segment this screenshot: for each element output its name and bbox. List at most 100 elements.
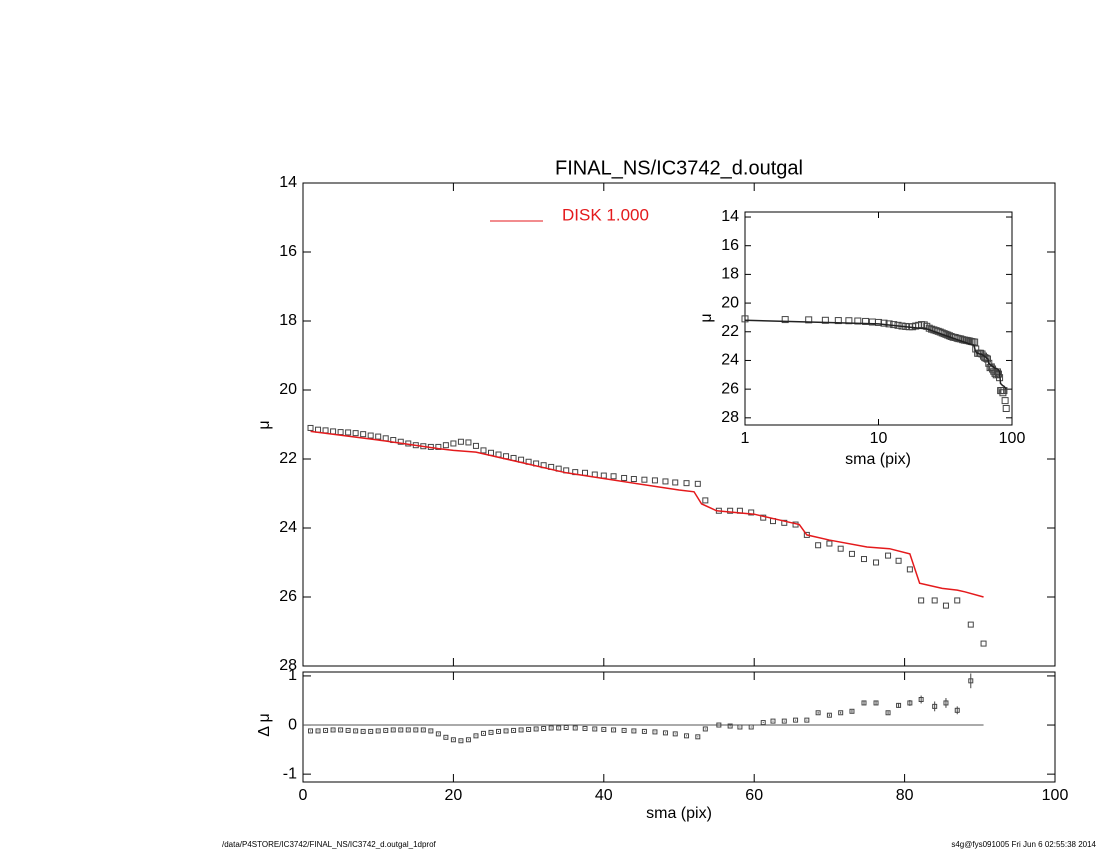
data-point: [672, 731, 678, 737]
data-point: [435, 731, 441, 737]
x-tick-label: 80: [896, 787, 914, 804]
y-tick-label: 24: [721, 352, 739, 369]
data-point: [1001, 397, 1009, 405]
data-point: [880, 319, 888, 327]
data-point: [885, 320, 893, 328]
y-tick-label: 20: [279, 381, 297, 398]
data-point: [683, 480, 690, 487]
data-point: [849, 708, 855, 714]
data-point: [907, 700, 913, 706]
data-point: [793, 717, 799, 723]
data-point: [885, 552, 892, 559]
data-point: [465, 737, 471, 743]
plot-frame: [302, 182, 1056, 667]
data-point: [662, 478, 669, 485]
x-tick-label: 100: [1042, 787, 1069, 804]
data-point: [983, 355, 991, 363]
data-point: [367, 432, 374, 439]
data-point: [592, 726, 598, 732]
data-point: [480, 447, 487, 454]
data-point: [821, 316, 829, 324]
y-tick-label: 14: [721, 208, 739, 225]
data-point: [621, 727, 627, 733]
data-point: [862, 317, 870, 325]
y-axis-label: μ: [256, 420, 273, 429]
data-point: [727, 723, 733, 729]
data-point: [315, 728, 321, 734]
x-tick-label: 1: [741, 430, 750, 447]
data-point: [967, 621, 974, 628]
data-point: [932, 703, 938, 709]
x-axis-label: sma (pix): [845, 451, 911, 468]
data-point: [345, 429, 352, 436]
model-line: [744, 319, 1007, 390]
data-point: [861, 700, 867, 706]
y-tick-label: -1: [283, 765, 297, 782]
data-point: [375, 728, 381, 734]
data-point: [526, 726, 532, 732]
data-point: [450, 737, 456, 743]
data-point: [621, 474, 628, 481]
data-point: [942, 602, 949, 609]
data-point: [895, 557, 902, 564]
data-point: [641, 476, 648, 483]
data-point: [815, 710, 821, 716]
data-point: [496, 728, 502, 734]
data-point: [781, 316, 789, 324]
x-tick-label: 20: [445, 787, 463, 804]
data-point: [834, 317, 842, 325]
data-point: [548, 725, 554, 731]
y-tick-label: 0: [288, 716, 297, 733]
y-tick-label: 22: [721, 323, 739, 340]
data-point: [826, 712, 832, 718]
data-point: [760, 514, 767, 521]
data-point: [727, 507, 734, 514]
data-point: [695, 734, 701, 740]
y-tick-label: 28: [279, 657, 297, 674]
y-tick-label: 24: [279, 519, 297, 536]
data-point: [760, 720, 766, 726]
y-tick-label: 16: [279, 243, 297, 260]
data-point: [1000, 387, 1008, 395]
data-point: [931, 597, 938, 604]
data-point: [957, 335, 965, 343]
data-point: [702, 726, 708, 732]
data-point: [694, 480, 701, 487]
data-point: [330, 727, 336, 733]
x-axis-label: sma (pix): [646, 805, 712, 822]
data-point: [413, 727, 419, 733]
data-point: [323, 727, 329, 733]
data-point: [601, 726, 607, 732]
y-tick-label: 16: [721, 237, 739, 254]
data-point: [652, 729, 658, 735]
data-point: [781, 519, 788, 526]
data-point: [837, 545, 844, 552]
data-point: [885, 710, 891, 716]
data-point: [838, 710, 844, 716]
data-point: [943, 700, 949, 706]
data-point: [442, 442, 449, 449]
data-point: [999, 389, 1007, 397]
data-point: [805, 316, 813, 324]
data-point: [582, 725, 588, 731]
data-point: [918, 597, 925, 604]
data-point: [397, 438, 404, 445]
x-tick-label: 10: [870, 430, 888, 447]
data-point: [804, 717, 810, 723]
data-point: [480, 730, 486, 736]
data-point: [428, 728, 434, 734]
y-axis-label: Δ μ: [256, 713, 273, 736]
data-point: [420, 727, 426, 733]
data-point: [631, 728, 637, 734]
data-point: [741, 315, 749, 323]
data-point: [360, 728, 366, 734]
footer-right: s4g@fys091005 Fri Jun 6 02:55:38 2014: [951, 840, 1096, 849]
data-point: [563, 724, 569, 730]
x-tick-label: 40: [595, 787, 613, 804]
data-point: [473, 733, 479, 739]
y-tick-label: 18: [721, 266, 739, 283]
plot-frame: [302, 671, 1056, 783]
data-point: [906, 566, 913, 573]
x-tick-label: 60: [745, 787, 763, 804]
